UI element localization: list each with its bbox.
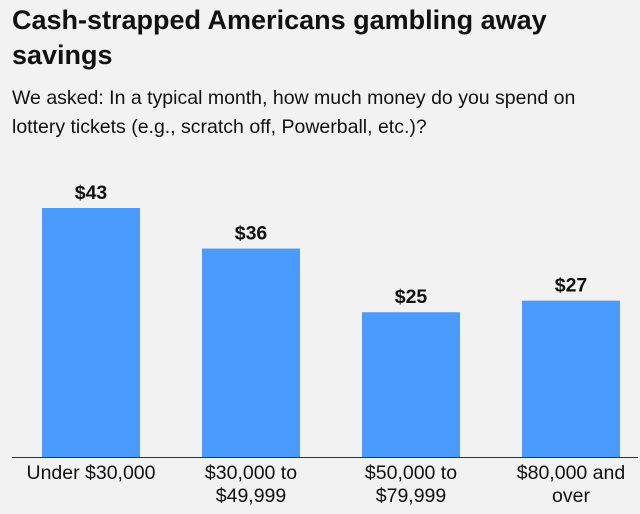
x-tick-label-line: $79,999 <box>375 485 447 507</box>
x-tick-label-line: Under $30,000 <box>26 462 156 484</box>
x-tick-label-1: Under $30,000 <box>16 462 166 485</box>
bar-2 <box>202 248 300 457</box>
bar-4 <box>522 300 620 457</box>
x-tick-label-line: over <box>552 485 590 507</box>
x-tick-label-line: $50,000 to <box>364 462 458 484</box>
chart-subtitle: We asked: In a typical month, how much m… <box>12 87 576 138</box>
x-tick-label-4: $80,000 and over <box>496 462 640 508</box>
value-label-4: $27 <box>555 275 588 297</box>
bar-3 <box>362 312 460 457</box>
value-labels-group: $43 $36 $25 $27 <box>75 182 588 308</box>
value-label-2: $36 <box>235 223 268 245</box>
x-tick-label-line: $49,999 <box>215 485 287 507</box>
chart-title: Cash-strapped Americans gambling away sa… <box>12 5 547 70</box>
x-tick-label-line: $80,000 and <box>516 462 626 484</box>
x-tick-label-line: $30,000 to <box>204 462 298 484</box>
x-tick-label-2: $30,000 to $49,999 <box>176 462 326 508</box>
value-label-3: $25 <box>395 286 428 308</box>
x-tick-label-3: $50,000 to $79,999 <box>336 462 486 508</box>
value-label-1: $43 <box>75 182 108 204</box>
bars-group <box>42 208 620 457</box>
bar-1 <box>42 208 140 457</box>
